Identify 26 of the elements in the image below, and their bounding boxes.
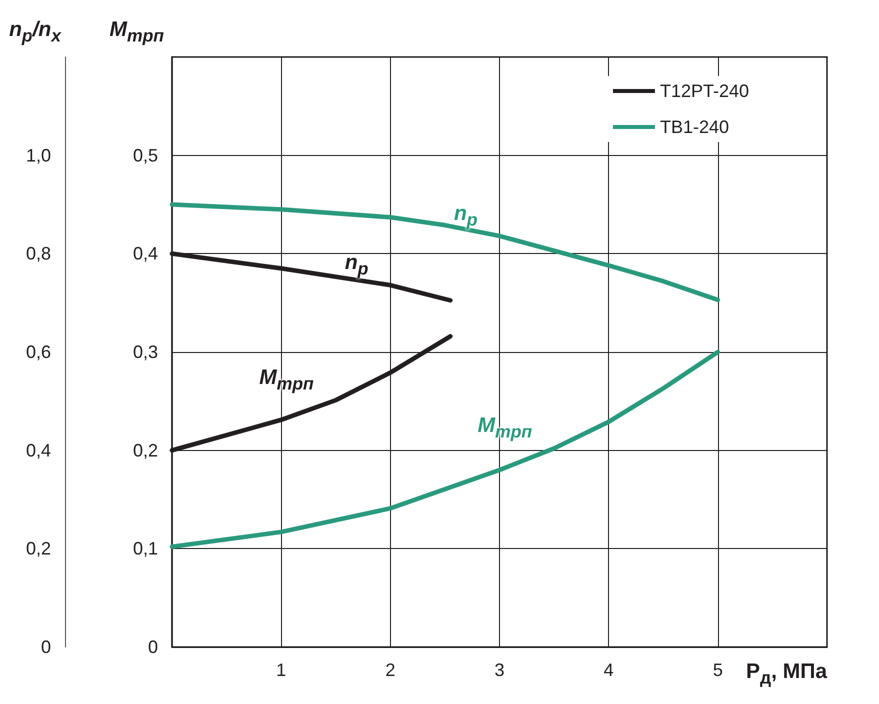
x-tick-label: 5 [712, 660, 723, 680]
y2-tick-label: 1,0 [26, 145, 51, 166]
y2-tick-label: 0,2 [26, 538, 51, 559]
annotation: n$_{p}$ [344, 251, 368, 278]
y-tick-label: 0,3 [132, 342, 158, 362]
legend-label: TB1-240 [660, 117, 729, 137]
x-axis-title: P$_{д}$, МПа [746, 660, 827, 688]
line-series [170, 202, 720, 302]
x-tick-label: 4 [604, 660, 614, 680]
x-tick-label: 2 [385, 660, 396, 680]
y-tick-label: 0 [148, 637, 158, 657]
x-tick-label: 3 [494, 660, 505, 680]
legend-label: T12PT-240 [660, 81, 750, 101]
y2-tick-label: 0 [40, 637, 51, 657]
y-tick-label: 0,5 [132, 145, 158, 166]
x-tick-label: 1 [276, 660, 286, 680]
y2-axis-title: n$_{p}$/n$_{x}$ [9, 18, 61, 46]
y-tick-label: 0,1 [132, 538, 158, 559]
line-series [170, 350, 720, 549]
y-tick-label: 0,2 [132, 440, 158, 460]
y-tick-label: 0,4 [132, 244, 158, 264]
y2-tick-label: 0,6 [26, 342, 51, 362]
y-axis-title: M$_{трп}$ [110, 18, 164, 46]
y2-tick-label: 0,8 [26, 244, 51, 264]
annotation: n$_{p}$ [454, 202, 478, 230]
y2-tick-label: 0,4 [26, 440, 51, 460]
